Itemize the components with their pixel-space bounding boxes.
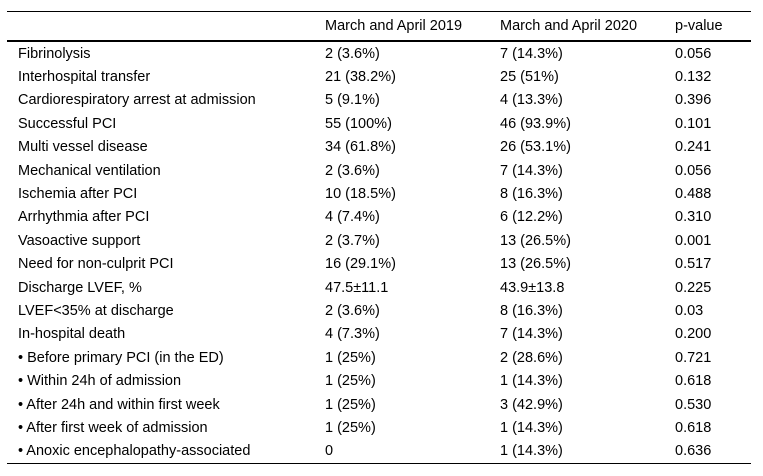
p-value-cell: 0.001 (675, 232, 712, 249)
outcomes-comparison-table-wrap: March and April 2019 March and April 202… (7, 11, 751, 465)
value-2020-cell: 7 (14.3%) (500, 45, 563, 62)
value-2019-cell: 55 (100%) (325, 115, 392, 132)
row-label-cell: Interhospital transfer (18, 69, 151, 86)
p-value-cell: 0.132 (675, 69, 712, 86)
p-value-cell: 0.636 (675, 443, 712, 460)
p-value-cell: 0.396 (675, 92, 712, 109)
row-label-cell: In-hospital death (18, 326, 126, 343)
column-header-2020: March and April 2020 (500, 11, 675, 42)
p-value-cell: 0.618 (675, 419, 712, 436)
value-2019-cell: 1 (25%) (325, 373, 376, 390)
p-value-cell: 0.056 (675, 45, 712, 62)
value-2020-cell: 26 (53.1%) (500, 139, 571, 156)
table-row: Cardiorespiratory arrest at admission 5 (… (7, 89, 751, 112)
column-header-empty (7, 11, 325, 42)
value-2020-cell: 2 (28.6%) (500, 349, 563, 366)
table-row: Ischemia after PCI 10 (18.5%) 8 (16.3%) 0.4… (7, 182, 751, 205)
value-2019-cell: 2 (3.7%) (325, 232, 380, 249)
row-label-cell: • Before primary PCI (in the ED) (18, 349, 224, 366)
outcomes-comparison-table: March and April 2019 March and April 202… (7, 11, 751, 465)
table-body: Fibrinolysis 2 (3.6%) 7 (14.3%) 0.056 Interh… (7, 41, 751, 464)
value-2019-cell: 5 (9.1%) (325, 92, 380, 109)
table-row: Arrhythmia after PCI 4 (7.4%) 6 (12.2%) 0.3… (7, 206, 751, 229)
value-2019-cell: 1 (25%) (325, 396, 376, 413)
p-value-cell: 0.721 (675, 349, 712, 366)
table-row: Interhospital transfer 21 (38.2%) 25 (51%)… (7, 65, 751, 88)
p-value-cell: 0.517 (675, 256, 712, 273)
value-2019-cell: 1 (25%) (325, 349, 376, 366)
p-value-cell: 0.225 (675, 279, 712, 296)
table-row: In-hospital death 4 (7.3%) 7 (14.3%) 0.200 (7, 323, 751, 346)
value-2020-cell: 8 (16.3%) (500, 302, 563, 319)
p-value-cell: 0.530 (675, 396, 712, 413)
table-row: • Before primary PCI (in the ED) 1 (25%) 2… (7, 346, 751, 369)
row-label-cell: Fibrinolysis (18, 45, 91, 62)
value-2020-cell: 8 (16.3%) (500, 186, 563, 203)
table-row: Vasoactive support 2 (3.7%) 13 (26.5%) 0.00… (7, 229, 751, 252)
row-label-cell: Vasoactive support (18, 232, 141, 249)
p-value-cell: 0.200 (675, 326, 712, 343)
value-2020-cell: 13 (26.5%) (500, 232, 571, 249)
row-label-cell: Cardiorespiratory arrest at admission (18, 92, 256, 109)
value-2020-cell: 1 (14.3%) (500, 373, 563, 390)
table-row: Discharge LVEF, % 47.5±11.1 43.9±13.8 0.225 (7, 276, 751, 299)
value-2019-cell: 0 (325, 443, 334, 460)
row-label-cell: Multi vessel disease (18, 139, 148, 156)
value-2020-cell: 25 (51%) (500, 69, 559, 86)
value-2019-cell: 47.5±11.1 (325, 279, 389, 296)
table-row: LVEF<35% at discharge 2 (3.6%) 8 (16.3%) 0.… (7, 299, 751, 322)
table-row: • Anoxic encephalopathy-associated 0 1 (14… (7, 440, 751, 464)
value-2020-cell: 43.9±13.8 (500, 279, 565, 296)
value-2019-cell: 21 (38.2%) (325, 69, 396, 86)
value-2020-cell: 1 (14.3%) (500, 419, 563, 436)
value-2020-cell: 7 (14.3%) (500, 326, 563, 343)
p-value-cell: 0.101 (675, 115, 712, 132)
value-2020-cell: 7 (14.3%) (500, 162, 563, 179)
column-header-2019: March and April 2019 (325, 11, 500, 42)
table-row: Multi vessel disease 34 (61.8%) 26 (53.1%)… (7, 136, 751, 159)
p-value-cell: 0.488 (675, 186, 712, 203)
value-2019-cell: 10 (18.5%) (325, 186, 396, 203)
row-label-cell: Arrhythmia after PCI (18, 209, 150, 226)
value-2019-cell: 4 (7.3%) (325, 326, 380, 343)
row-label-cell: • After first week of admission (18, 419, 208, 436)
value-2020-cell: 3 (42.9%) (500, 396, 563, 413)
value-2020-cell: 13 (26.5%) (500, 256, 571, 273)
row-label-cell: Need for non-culprit PCI (18, 256, 174, 273)
row-label-cell: LVEF<35% at discharge (18, 302, 174, 319)
p-value-cell: 0.056 (675, 162, 712, 179)
row-label-cell: • Within 24h of admission (18, 373, 182, 390)
value-2020-cell: 6 (12.2%) (500, 209, 563, 226)
p-value-cell: 0.03 (675, 302, 704, 319)
row-label-cell: • Anoxic encephalopathy-associated (18, 443, 251, 460)
row-label-cell: Discharge LVEF, % (18, 279, 142, 296)
value-2020-cell: 1 (14.3%) (500, 443, 563, 460)
value-2019-cell: 2 (3.6%) (325, 302, 380, 319)
row-label-cell: Successful PCI (18, 115, 117, 132)
table-row: • After 24h and within first week 1 (25%)… (7, 393, 751, 416)
p-value-cell: 0.310 (675, 209, 712, 226)
table-row: Fibrinolysis 2 (3.6%) 7 (14.3%) 0.056 (7, 41, 751, 65)
row-label-cell: Mechanical ventilation (18, 162, 161, 179)
table-row: Need for non-culprit PCI 16 (29.1%) 13 (26… (7, 253, 751, 276)
table-row: Successful PCI 55 (100%) 46 (93.9%) 0.101 (7, 112, 751, 135)
row-label-cell: Ischemia after PCI (18, 186, 138, 203)
table-row: • Within 24h of admission 1 (25%) 1 (14.3%… (7, 369, 751, 392)
table-row: Mechanical ventilation 2 (3.6%) 7 (14.3%) 0… (7, 159, 751, 182)
value-2019-cell: 2 (3.6%) (325, 162, 380, 179)
table-row: • After first week of admission 1 (25%) 1 … (7, 416, 751, 439)
value-2020-cell: 4 (13.3%) (500, 92, 563, 109)
row-label-cell: • After 24h and within first week (18, 396, 220, 413)
value-2019-cell: 16 (29.1%) (325, 256, 396, 273)
value-2019-cell: 34 (61.8%) (325, 139, 396, 156)
value-2019-cell: 4 (7.4%) (325, 209, 380, 226)
p-value-cell: 0.618 (675, 373, 712, 390)
value-2020-cell: 46 (93.9%) (500, 115, 571, 132)
value-2019-cell: 2 (3.6%) (325, 45, 380, 62)
p-value-cell: 0.241 (675, 139, 712, 156)
value-2019-cell: 1 (25%) (325, 419, 376, 436)
column-header-pvalue: p-value (675, 11, 751, 42)
header-row: March and April 2019 March and April 202… (7, 11, 751, 42)
